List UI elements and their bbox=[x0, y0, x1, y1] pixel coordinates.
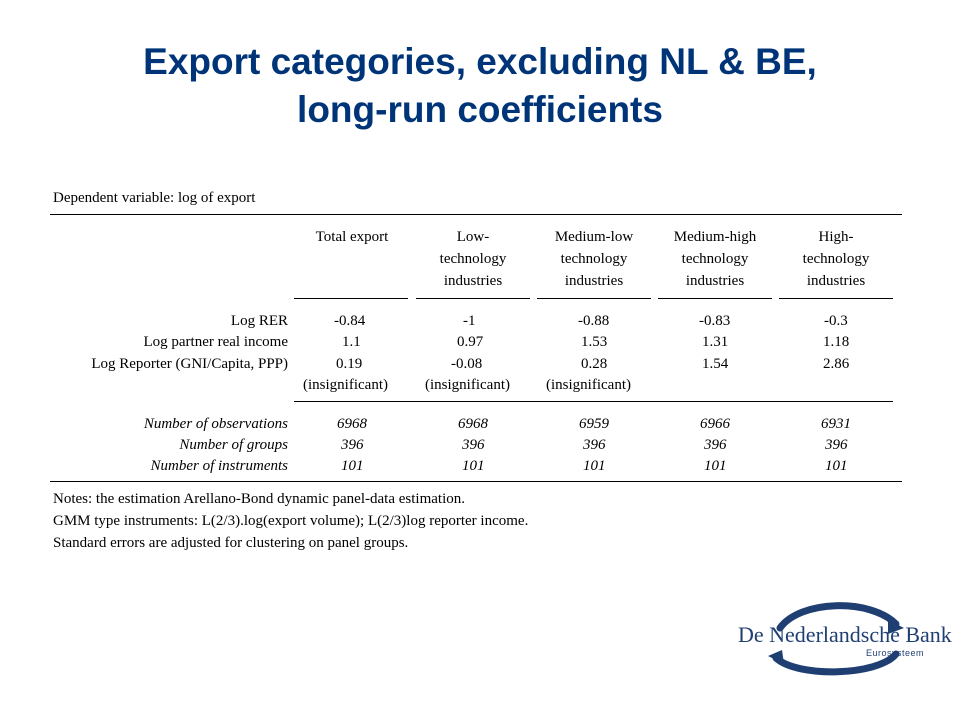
column-header-line: Medium-high bbox=[673, 229, 757, 245]
table-cell: -0.3 bbox=[824, 313, 848, 329]
column-header-line: technology bbox=[560, 251, 628, 267]
table-cell: -0.83 bbox=[699, 313, 731, 329]
logo-name: De Nederlandsche Bank bbox=[738, 622, 952, 647]
column-header-line: Total export bbox=[315, 229, 389, 245]
column-rule bbox=[658, 298, 772, 299]
row-label-observations: Number of observations bbox=[143, 416, 288, 432]
dnb-logo: De Nederlandsche Bank Eurosysteem bbox=[738, 598, 952, 676]
table-cell: 6968 bbox=[458, 416, 488, 432]
column-header-line: High- bbox=[818, 229, 854, 245]
table-top-rule bbox=[50, 214, 902, 215]
table-cell: -0.84 bbox=[334, 313, 366, 329]
table-cell: 101 bbox=[704, 458, 727, 474]
column-header-line: industries bbox=[564, 273, 624, 289]
title-line-2: long-run coefficients bbox=[297, 89, 663, 130]
column-header-line: technology bbox=[439, 251, 507, 267]
table-cell: 396 bbox=[341, 437, 364, 453]
note-line: Standard errors are adjusted for cluster… bbox=[53, 535, 409, 551]
table-cell: 101 bbox=[462, 458, 485, 474]
column-header-low-tech: Low- technology industries bbox=[413, 226, 533, 292]
column-header-line: industries bbox=[806, 273, 866, 289]
table-cell: 1.54 bbox=[702, 356, 729, 372]
column-header-line: Low- bbox=[456, 229, 490, 245]
table-mid-rule bbox=[294, 401, 893, 402]
table-cell: 1.1 bbox=[342, 334, 361, 350]
row-label-groups: Number of groups bbox=[179, 437, 288, 453]
note-line: Notes: the estimation Arellano-Bond dyna… bbox=[53, 491, 465, 507]
title-line-1: Export categories, excluding NL & BE, bbox=[143, 41, 817, 82]
row-label-log-rer: Log RER bbox=[230, 313, 288, 329]
row-label-log-reporter: Log Reporter (GNI/Capita, PPP) bbox=[91, 356, 288, 372]
table-cell: 101 bbox=[583, 458, 606, 474]
table-notes: Notes: the estimation Arellano-Bond dyna… bbox=[53, 488, 528, 554]
table-bottom-rule bbox=[50, 481, 902, 482]
column-header-high-tech: High- technology industries bbox=[776, 226, 896, 292]
table-cell: 6966 bbox=[700, 416, 730, 432]
table-cell: 396 bbox=[462, 437, 485, 453]
significance-note: (insignificant) bbox=[546, 377, 631, 393]
table-cell: -0.88 bbox=[578, 313, 610, 329]
column-header-line: technology bbox=[681, 251, 749, 267]
table-cell: 396 bbox=[583, 437, 606, 453]
column-rule bbox=[537, 298, 651, 299]
row-label-log-partner-income: Log partner real income bbox=[143, 334, 288, 350]
table-cell: 6968 bbox=[337, 416, 367, 432]
table-cell: 1.31 bbox=[702, 334, 729, 350]
table-cell: 101 bbox=[825, 458, 848, 474]
table-caption: Dependent variable: log of export bbox=[53, 190, 256, 206]
table-cell: 0.19 bbox=[336, 356, 363, 372]
table-cell: 396 bbox=[704, 437, 727, 453]
column-header-line: industries bbox=[685, 273, 745, 289]
column-rule bbox=[416, 298, 530, 299]
logo-arc-icon bbox=[768, 602, 904, 676]
table-cell: 6959 bbox=[579, 416, 609, 432]
significance-note: (insignificant) bbox=[303, 377, 388, 393]
table-cell: 0.28 bbox=[581, 356, 608, 372]
table-cell: 101 bbox=[341, 458, 364, 474]
row-label-instruments: Number of instruments bbox=[150, 458, 288, 474]
column-header-line: Medium-low bbox=[554, 229, 634, 245]
column-header-medium-high-tech: Medium-high technology industries bbox=[655, 226, 775, 292]
table-cell: 2.86 bbox=[823, 356, 850, 372]
significance-note: (insignificant) bbox=[425, 377, 510, 393]
table-cell: 396 bbox=[825, 437, 848, 453]
table-cell: -1 bbox=[463, 313, 476, 329]
table-cell: 6931 bbox=[821, 416, 851, 432]
column-rule bbox=[294, 298, 408, 299]
table-cell: -0.08 bbox=[451, 356, 483, 372]
column-header-line: technology bbox=[802, 251, 870, 267]
table-cell: 1.18 bbox=[823, 334, 850, 350]
column-header-total-export: Total export bbox=[292, 226, 412, 248]
column-rule bbox=[779, 298, 893, 299]
logo-subtitle: Eurosysteem bbox=[865, 648, 924, 658]
slide-title: Export categories, excluding NL & BE, lo… bbox=[0, 38, 960, 134]
table-cell: 0.97 bbox=[457, 334, 484, 350]
column-header-medium-low-tech: Medium-low technology industries bbox=[534, 226, 654, 292]
note-line: GMM type instruments: L(2/3).log(export … bbox=[53, 513, 529, 529]
table-cell: 1.53 bbox=[581, 334, 608, 350]
column-header-line: industries bbox=[443, 273, 503, 289]
